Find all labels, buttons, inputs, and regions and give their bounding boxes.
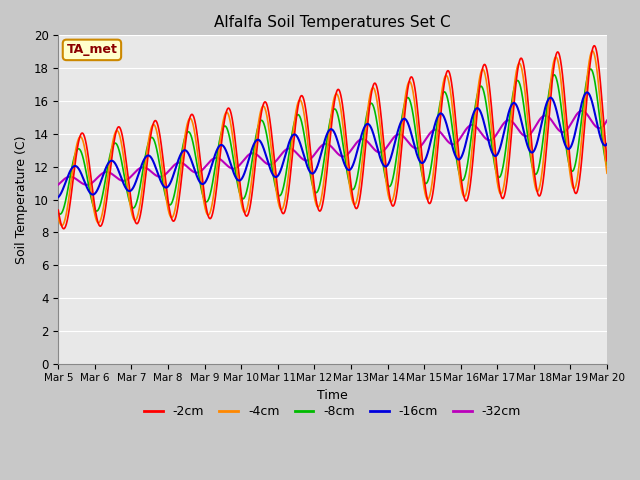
Text: TA_met: TA_met <box>67 43 117 56</box>
Legend: -2cm, -4cm, -8cm, -16cm, -32cm: -2cm, -4cm, -8cm, -16cm, -32cm <box>139 400 526 423</box>
Title: Alfalfa Soil Temperatures Set C: Alfalfa Soil Temperatures Set C <box>214 15 451 30</box>
X-axis label: Time: Time <box>317 389 348 402</box>
Y-axis label: Soil Temperature (C): Soil Temperature (C) <box>15 135 28 264</box>
